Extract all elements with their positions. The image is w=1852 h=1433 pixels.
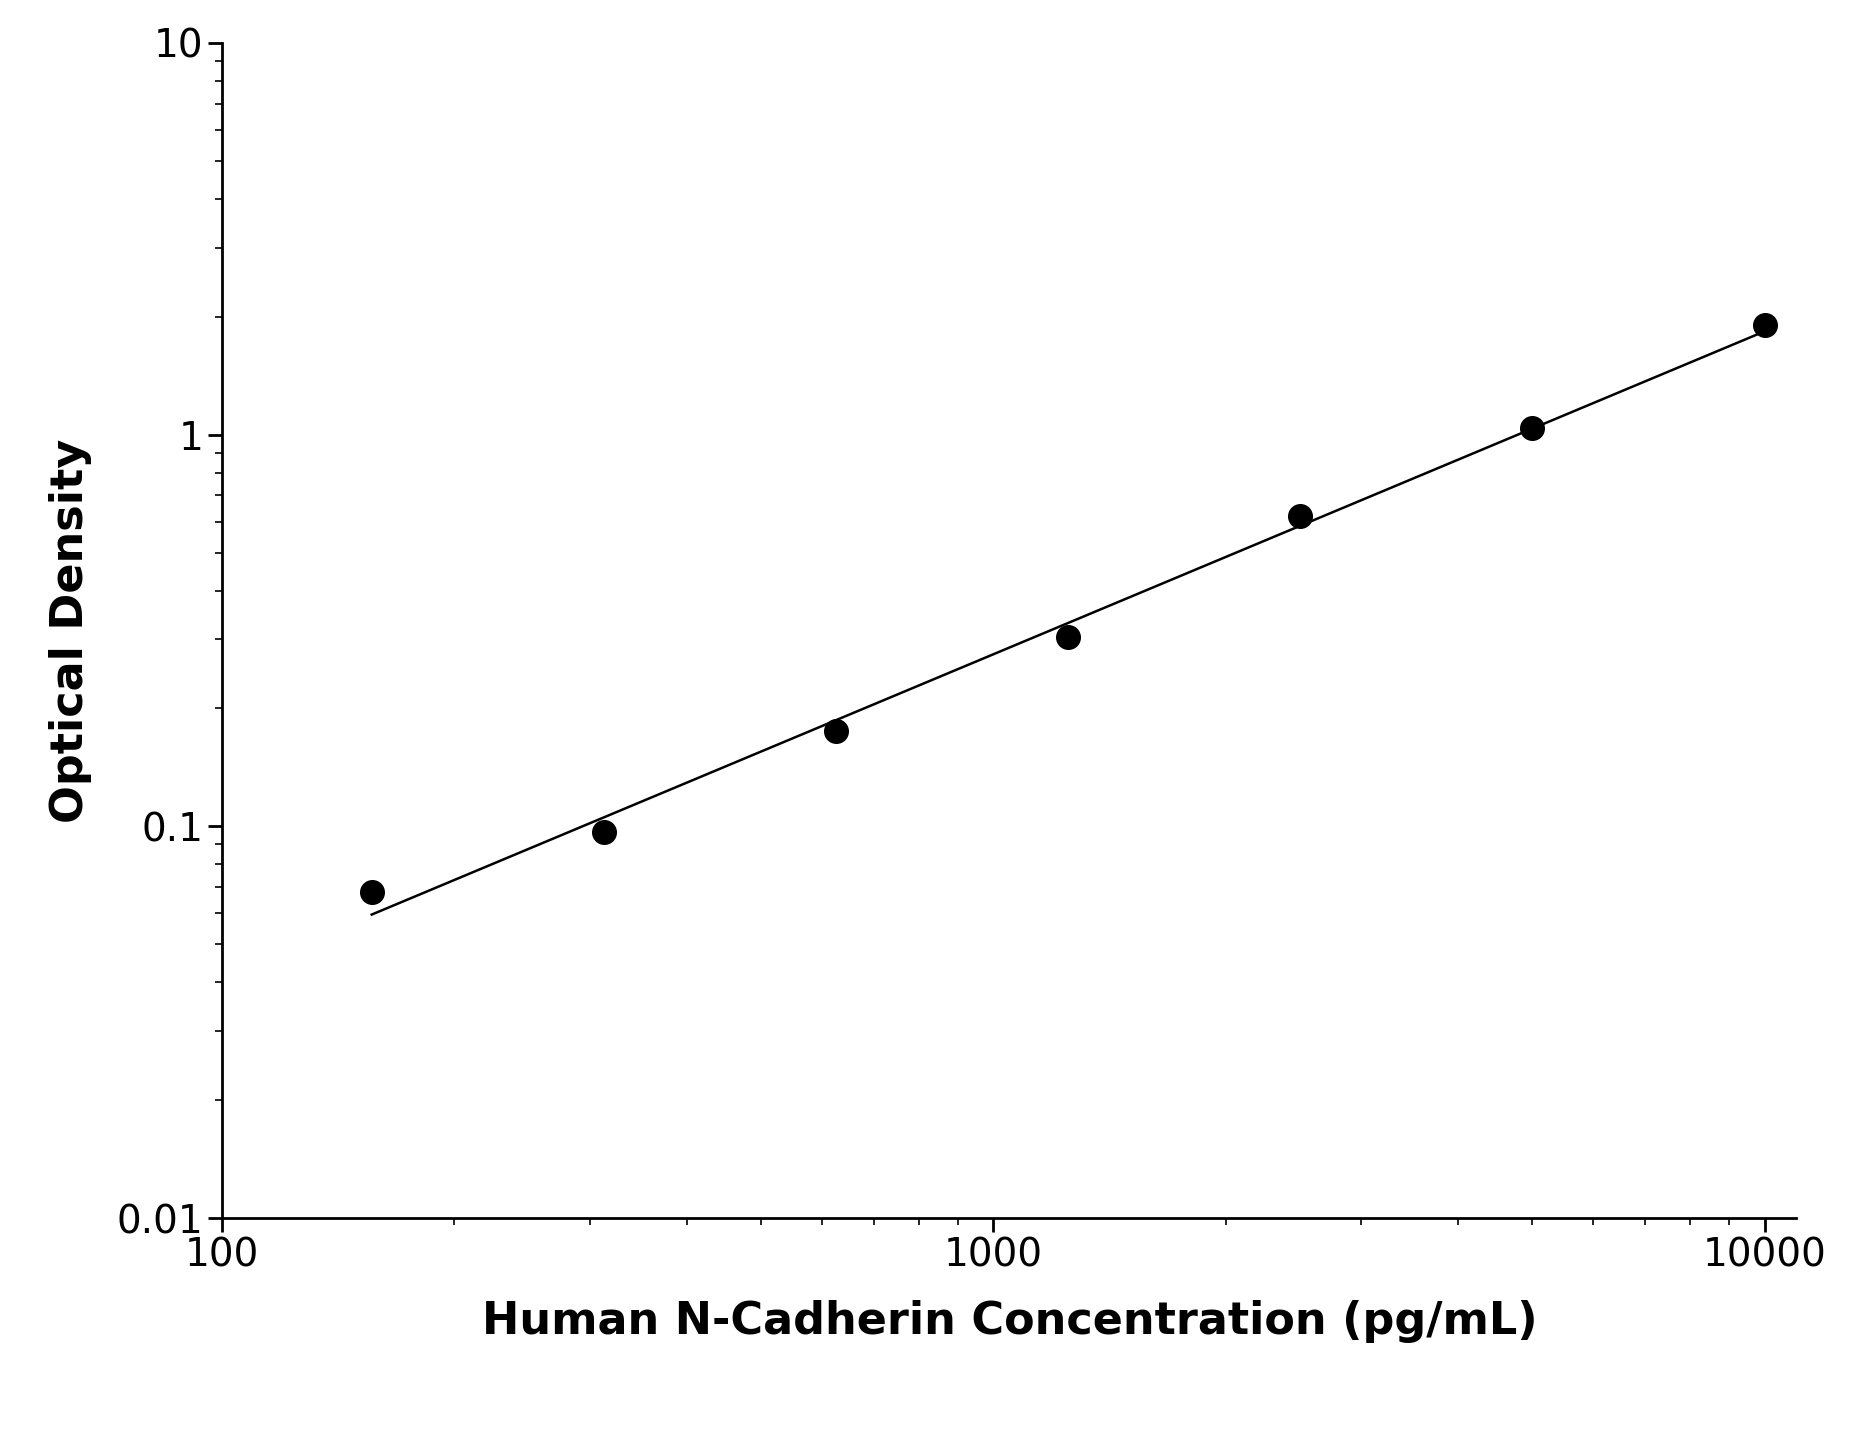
Point	[1285, 504, 1315, 527]
Point	[1054, 625, 1083, 648]
Y-axis label: Optical Density: Optical Density	[48, 438, 93, 823]
Point	[820, 719, 850, 742]
X-axis label: Human N-Cadherin Concentration (pg/mL): Human N-Cadherin Concentration (pg/mL)	[482, 1300, 1537, 1343]
Point	[1750, 314, 1780, 337]
Point	[357, 880, 387, 903]
Point	[589, 820, 619, 843]
Point	[1517, 417, 1546, 440]
